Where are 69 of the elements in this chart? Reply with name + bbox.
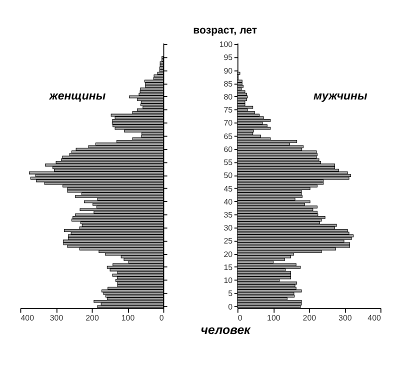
series-label: женщины (48, 90, 106, 103)
y-tick-label: 0 (228, 302, 234, 312)
text: мужчины (314, 90, 368, 103)
bar (237, 119, 271, 122)
y-tick-label: 20 (224, 250, 234, 259)
bar (237, 244, 350, 248)
bar (237, 242, 350, 246)
bar (237, 176, 350, 180)
x-tick-label: 300 (338, 314, 352, 323)
bar (237, 95, 248, 98)
bar (237, 182, 324, 185)
bar (237, 82, 242, 86)
y-tick-label: 70 (224, 118, 234, 128)
bar (237, 124, 268, 128)
bar (237, 266, 301, 269)
y-tick-label: 60 (224, 144, 234, 154)
bar (237, 84, 244, 88)
y-tick-label: 30 (224, 224, 234, 233)
bar (237, 106, 254, 109)
x-tick-label: 400 (20, 314, 35, 323)
y-tick-label: 75 (224, 106, 234, 115)
bar (237, 276, 291, 280)
bar (237, 289, 302, 292)
bar (237, 284, 296, 288)
x-axis-title: человек (200, 322, 252, 337)
bar (237, 255, 291, 258)
y-tick-label: 50 (224, 171, 234, 180)
x-tick-label: 200 (302, 314, 317, 323)
bar (237, 232, 350, 235)
bar (237, 208, 314, 212)
bar (237, 92, 248, 96)
y-tick-label: 100 (219, 40, 234, 50)
bar (237, 145, 304, 148)
bar (237, 98, 248, 101)
x-tick-label: 100 (121, 314, 136, 323)
bar (237, 88, 242, 90)
y-tick-label: 40 (224, 197, 234, 206)
y-tick-label: 45 (224, 184, 234, 194)
bar (237, 274, 291, 277)
y-tick-label: 5 (228, 289, 234, 298)
x-tick-label: 0 (159, 314, 164, 323)
y-tick-label: 95 (224, 53, 234, 62)
bar (237, 294, 295, 298)
y-tick-label: 85 (224, 79, 234, 88)
x-tick-label: 300 (50, 314, 64, 323)
bar (237, 126, 271, 130)
y-tick-label: 35 (224, 210, 234, 220)
y-axis-title: возраст, лет (193, 24, 258, 36)
x-tick-label: 200 (86, 314, 100, 323)
bar (237, 140, 298, 143)
bar (237, 263, 296, 266)
y-tick-label: 90 (224, 66, 234, 76)
bar (237, 237, 352, 240)
y-tick-label: 15 (224, 262, 234, 272)
bar (237, 166, 335, 170)
y-tick-label: 80 (224, 92, 234, 102)
bar (237, 80, 242, 83)
y-tick-label: 25 (224, 236, 234, 246)
x-tick-label: 0 (238, 314, 243, 323)
bar (237, 90, 246, 94)
bar (237, 114, 260, 117)
y-tick-label: 10 (224, 276, 234, 286)
bar (237, 100, 246, 104)
x-tick-label: 400 (368, 314, 382, 323)
x-tick-label: 100 (267, 314, 281, 323)
bar (237, 156, 317, 159)
bar (237, 195, 302, 198)
y-tick-label: 55 (224, 158, 234, 168)
y-tick-label: 65 (224, 132, 234, 141)
